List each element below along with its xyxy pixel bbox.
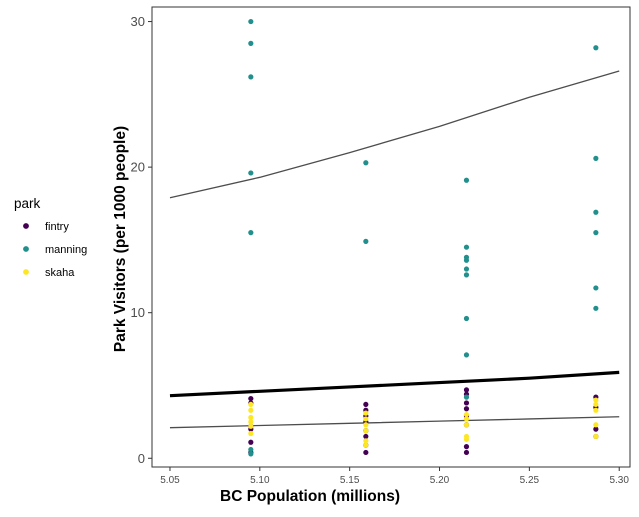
- legend: park fintry manning skaha: [14, 196, 87, 279]
- point-manning: [463, 315, 470, 322]
- x-tick-label: 5.05: [160, 475, 180, 486]
- point-fintry: [363, 449, 369, 456]
- point-fintry: [363, 433, 369, 440]
- point-manning: [463, 266, 470, 272]
- legend-label-fintry: fintry: [45, 221, 69, 233]
- x-tick-label: 5.20: [430, 475, 450, 486]
- point-fintry: [463, 387, 470, 393]
- legend-key-skaha: [23, 269, 29, 275]
- point-manning: [463, 394, 470, 400]
- point-skaha: [593, 407, 599, 413]
- point-manning: [248, 230, 254, 236]
- point-fintry: [463, 406, 470, 412]
- point-skaha: [593, 422, 599, 428]
- point-fintry: [248, 439, 254, 445]
- point-skaha: [593, 433, 599, 440]
- point-skaha: [248, 407, 254, 413]
- point-skaha: [248, 430, 254, 437]
- point-manning: [363, 160, 369, 166]
- x-axis-label: BC Population (millions): [220, 488, 400, 505]
- lower-trend-line: [169, 416, 620, 429]
- point-fintry: [363, 401, 369, 408]
- point-skaha: [593, 397, 599, 403]
- point-manning: [593, 305, 599, 311]
- point-manning: [248, 74, 254, 80]
- legend-title: park: [14, 196, 41, 211]
- overall-trend-line: [169, 370, 620, 398]
- point-skaha: [363, 428, 369, 434]
- point-manning: [593, 209, 599, 215]
- point-manning: [593, 230, 599, 236]
- y-tick-label: 10: [131, 305, 145, 320]
- point-fintry: [593, 426, 599, 432]
- point-fintry: [248, 395, 254, 402]
- legend-key-manning: [23, 246, 29, 252]
- point-skaha: [363, 410, 369, 416]
- point-skaha: [363, 438, 369, 444]
- legend-key-fintry: [23, 223, 29, 229]
- y-tick-label: 20: [131, 160, 145, 175]
- point-manning: [593, 155, 599, 161]
- point-manning: [248, 451, 254, 457]
- y-tick-label: 30: [131, 14, 145, 29]
- point-manning: [593, 285, 599, 291]
- point-fintry: [463, 400, 470, 406]
- point-manning: [248, 170, 254, 176]
- plot-panel: [151, 6, 631, 468]
- point-skaha: [248, 401, 254, 408]
- point-skaha: [248, 414, 254, 421]
- point-fintry: [463, 444, 470, 450]
- point-skaha: [463, 422, 470, 428]
- point-manning: [463, 272, 470, 278]
- point-manning: [248, 40, 254, 46]
- manning-trend-line: [169, 70, 620, 199]
- point-skaha: [248, 423, 254, 429]
- point-skaha: [463, 411, 470, 418]
- legend-label-skaha: skaha: [45, 267, 75, 279]
- point-skaha: [363, 422, 369, 428]
- x-tick-label: 5.10: [250, 475, 270, 486]
- point-manning: [248, 18, 254, 25]
- x-axis-ticks: 5.05 5.10 5.15 5.20 5.25 5.30: [160, 467, 629, 486]
- point-skaha: [363, 442, 369, 448]
- data-points: [248, 18, 599, 457]
- point-skaha: [463, 416, 470, 422]
- legend-label-manning: manning: [45, 244, 87, 256]
- y-axis-label: Park Visitors (per 1000 people): [112, 126, 129, 352]
- point-skaha: [593, 401, 599, 408]
- x-tick-label: 5.30: [609, 475, 629, 486]
- x-tick-label: 5.15: [340, 475, 360, 486]
- point-manning: [463, 177, 470, 183]
- point-skaha: [363, 416, 369, 422]
- x-tick-label: 5.25: [520, 475, 540, 486]
- point-manning: [463, 244, 470, 250]
- point-manning: [248, 446, 254, 453]
- point-manning: [363, 238, 369, 244]
- trend-lines: [169, 70, 620, 429]
- point-manning: [463, 352, 470, 358]
- point-manning: [463, 257, 470, 263]
- y-tick-label: 0: [138, 451, 145, 466]
- point-skaha: [248, 419, 254, 425]
- point-fintry: [463, 449, 470, 456]
- point-skaha: [463, 436, 470, 442]
- y-axis-ticks: 0 10 20 30: [131, 14, 152, 466]
- point-manning: [593, 45, 599, 51]
